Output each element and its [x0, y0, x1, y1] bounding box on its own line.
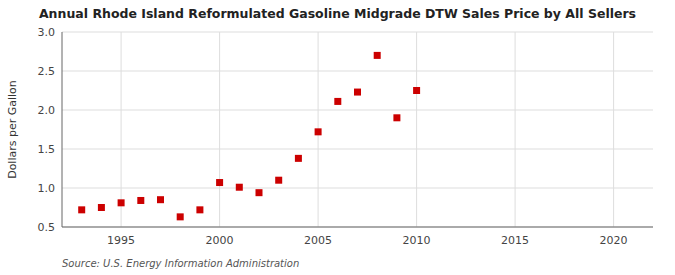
x-tick-label: 2000	[206, 234, 234, 247]
y-grid-line	[62, 149, 653, 150]
title: Annual Rhode Island Reformulated Gasolin…	[39, 6, 636, 21]
y-axis-line	[62, 32, 63, 227]
point	[275, 177, 282, 184]
point	[393, 114, 400, 121]
point	[157, 196, 164, 203]
point	[295, 155, 302, 162]
y-grid-line	[62, 32, 653, 33]
y-grid-line	[62, 71, 653, 72]
point	[216, 179, 223, 186]
points	[78, 52, 420, 220]
x-tick-label: 2015	[501, 234, 529, 247]
grid	[62, 32, 653, 227]
y-grid-line	[62, 188, 653, 189]
x-grid-line	[219, 32, 220, 227]
y-tick-label: 0.5	[38, 221, 56, 234]
x-tick-label: 2005	[304, 234, 332, 247]
point	[196, 206, 203, 213]
chart: 0.5 1.0 1.5 2.0 2.5 3.0 1995 2000 2005 2010 2015 20…	[0, 0, 675, 275]
point	[137, 197, 144, 204]
y-tick-label: 1.0	[38, 182, 56, 195]
point	[177, 213, 184, 220]
y-tick-label: 3.0	[38, 26, 56, 39]
point	[118, 199, 125, 206]
y-tick-label: 2.5	[38, 65, 56, 78]
x-axis-line	[62, 227, 653, 228]
x-grid-line	[121, 32, 122, 227]
y-axis-label: Dollars per Gallon	[6, 80, 19, 179]
y-grid-line	[62, 110, 653, 111]
x-tick-label: 2020	[600, 234, 628, 247]
x-tick-label: 2010	[403, 234, 431, 247]
point	[98, 204, 105, 211]
y-grid-line	[62, 227, 653, 228]
y-tick-label: 2.0	[38, 104, 56, 117]
point	[413, 87, 420, 94]
x-grid-line	[416, 32, 417, 227]
point	[315, 128, 322, 135]
point	[78, 206, 85, 213]
x-grid-line	[515, 32, 516, 227]
x-grid-line	[613, 32, 614, 227]
point	[256, 189, 263, 196]
point	[354, 89, 361, 96]
point	[236, 184, 243, 191]
x-tick-label: 1995	[107, 234, 135, 247]
source: Source: U.S. Energy Information Administ…	[62, 258, 299, 269]
point	[374, 52, 381, 59]
y-tick-label: 1.5	[38, 143, 56, 156]
point	[334, 98, 341, 105]
